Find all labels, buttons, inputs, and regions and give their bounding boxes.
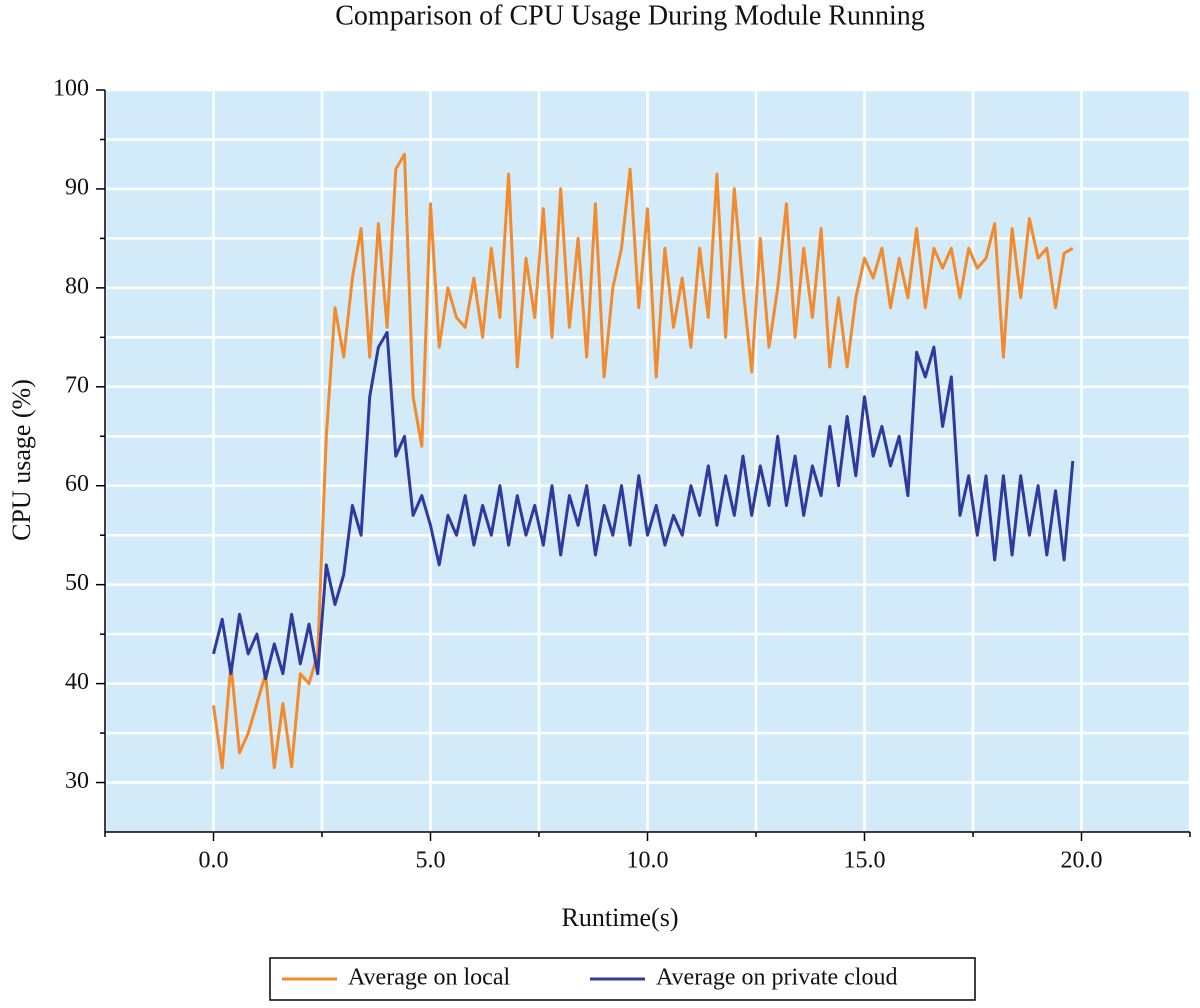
x-tick-label: 15.0: [844, 848, 886, 874]
chart-title: Comparison of CPU Usage During Module Ru…: [335, 0, 925, 31]
x-tick-label: 5.0: [416, 848, 446, 874]
x-tick-label: 10.0: [627, 848, 669, 874]
y-tick-label: 70: [65, 372, 89, 398]
x-tick-label: 0.0: [199, 848, 229, 874]
y-axis-label: CPU usage (%): [7, 379, 36, 541]
y-tick-label: 60: [65, 471, 89, 497]
series-line: [212, 330, 1075, 681]
y-tick-label: 90: [65, 174, 89, 200]
y-tick-label: 40: [65, 669, 89, 695]
series-line: [212, 152, 1074, 770]
x-axis-label: Runtime(s): [562, 903, 679, 932]
legend-label: Average on private cloud: [656, 965, 897, 991]
y-tick-label: 80: [65, 273, 89, 299]
legend-label: Average on local: [348, 965, 510, 991]
y-tick-label: 100: [53, 76, 89, 102]
x-tick-label: 20.0: [1061, 848, 1103, 874]
y-tick-label: 30: [65, 768, 89, 794]
y-tick-label: 50: [65, 570, 89, 596]
